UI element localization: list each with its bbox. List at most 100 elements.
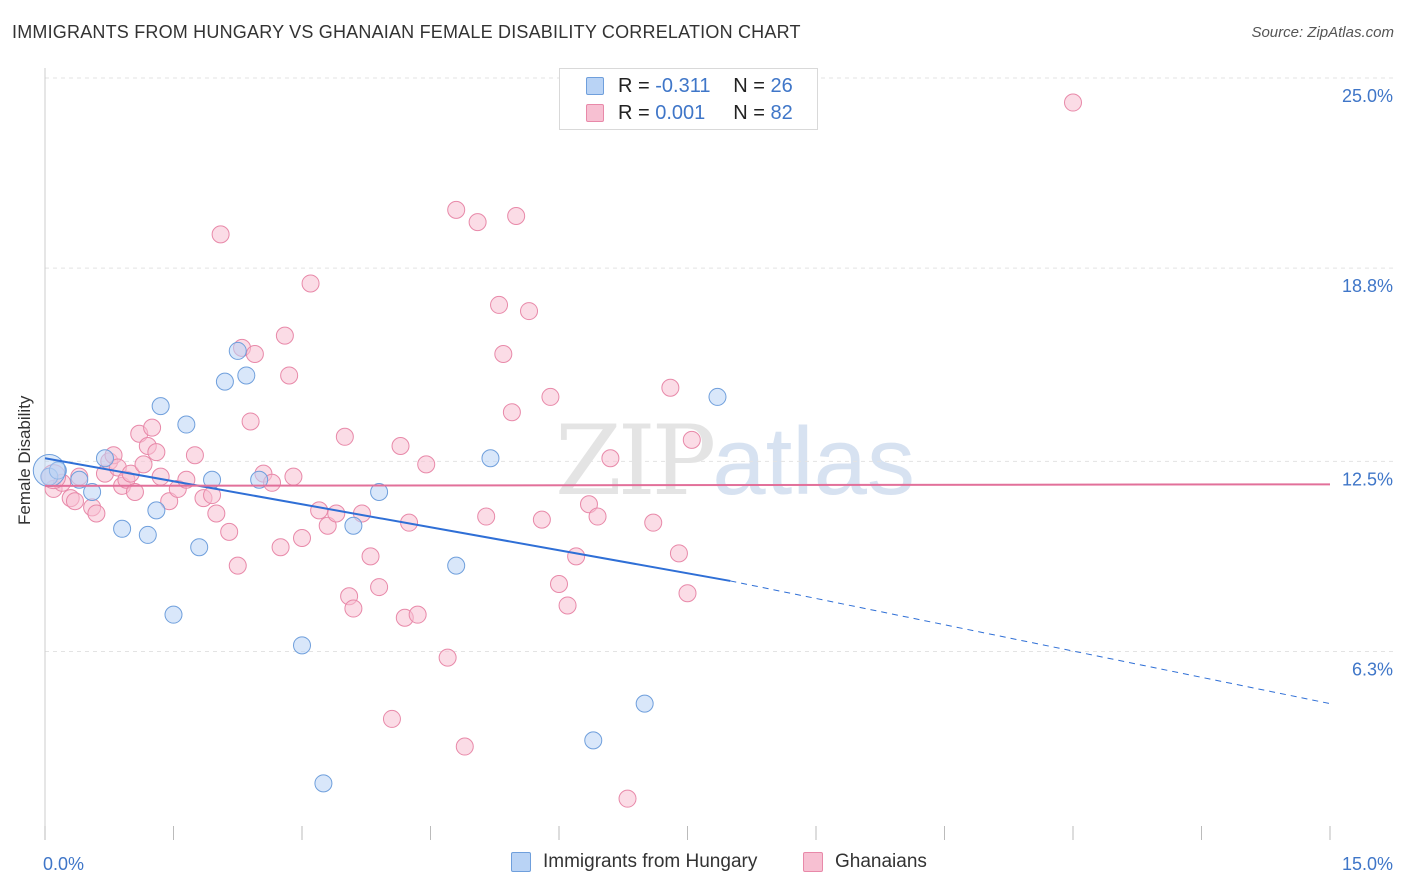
ghanaians-point bbox=[318, 516, 337, 535]
ghanaians-point bbox=[541, 387, 560, 406]
ghanaians-point bbox=[1064, 93, 1082, 112]
chart-title: IMMIGRANTS FROM HUNGARY VS GHANAIAN FEMA… bbox=[12, 22, 801, 42]
n-label: N = bbox=[733, 74, 765, 97]
y-tick-label: 18.8% bbox=[1342, 276, 1393, 296]
ghanaians-point bbox=[280, 366, 299, 385]
ghanaians-point bbox=[293, 529, 311, 547]
y-tick-label: 25.0% bbox=[1342, 86, 1393, 106]
ghanaians-point bbox=[147, 443, 166, 462]
ghanaians-point bbox=[550, 575, 568, 593]
n-value: 26 bbox=[770, 74, 793, 97]
ghanaians-point bbox=[678, 584, 697, 603]
ghanaians-point bbox=[160, 492, 179, 511]
series-legend: Immigrants from Hungary Ghanaians bbox=[0, 851, 1406, 879]
correlation-legend: R = -0.311 N = 26 R = 0.001 N = 82 bbox=[559, 68, 818, 130]
r-value: 0.001 bbox=[655, 101, 706, 124]
ghanaians-point bbox=[682, 430, 701, 449]
hungary-point bbox=[237, 366, 256, 385]
x-tick-label: 0.0% bbox=[43, 854, 84, 874]
ghanaians-point bbox=[391, 437, 410, 455]
r-value: -0.311 bbox=[655, 74, 711, 97]
n-value: 82 bbox=[770, 101, 793, 124]
legend-label: Ghanaians bbox=[835, 851, 927, 872]
ghanaians-point bbox=[567, 547, 586, 566]
ghanaians-point bbox=[579, 495, 598, 514]
ghanaians-point bbox=[438, 648, 457, 667]
hungary-point bbox=[447, 556, 466, 575]
ghanaians-point bbox=[211, 225, 230, 244]
ghanaians-point bbox=[370, 578, 389, 597]
y-tick-label: 12.5% bbox=[1342, 469, 1393, 489]
grid-lines bbox=[45, 77, 1394, 652]
trend-lines bbox=[44, 457, 1331, 705]
ghanaians-point bbox=[143, 418, 162, 437]
ghanaians-point bbox=[468, 213, 487, 232]
hungary-point bbox=[83, 483, 102, 501]
r-label: R = bbox=[618, 74, 650, 97]
hungary-swatch bbox=[586, 77, 604, 95]
ghanaians-point bbox=[361, 547, 380, 566]
y-tick-label: 6.3% bbox=[1352, 659, 1393, 679]
ghanaians-point bbox=[335, 427, 354, 446]
x-tick-label: 15.0% bbox=[1342, 854, 1393, 874]
tick-labels: 6.3% 12.5% 18.8% 25.0% 0.0% 15.0% bbox=[43, 86, 1393, 874]
ghanaians-swatch bbox=[586, 104, 604, 122]
legend-row-ghanaians: R = 0.001 N = 82 bbox=[586, 100, 793, 126]
hungary-point bbox=[215, 372, 234, 391]
hungary-point bbox=[314, 774, 333, 793]
ghanaians-point bbox=[507, 207, 526, 225]
hungary-point bbox=[344, 516, 363, 535]
ghanaians-point bbox=[245, 345, 264, 363]
ghanaians-point bbox=[520, 302, 539, 321]
ghanaians-point bbox=[532, 510, 551, 529]
ghanaians-point bbox=[382, 709, 401, 728]
legend-row-hungary: R = -0.311 N = 26 bbox=[586, 73, 793, 99]
ghanaians-point bbox=[447, 200, 466, 219]
ghanaians-point bbox=[644, 513, 663, 532]
hungary-point bbox=[250, 470, 269, 489]
ghanaians-point bbox=[601, 449, 620, 468]
ghanaians-point bbox=[618, 789, 637, 808]
ghanaians-point bbox=[271, 538, 290, 557]
watermark: ZIPatlas bbox=[555, 405, 915, 517]
ghanaians-point bbox=[477, 507, 496, 526]
ghanaians-point bbox=[275, 326, 294, 345]
ghanaians-point bbox=[125, 483, 144, 501]
ghanaians-point bbox=[417, 455, 436, 474]
hungary-point bbox=[190, 538, 209, 557]
ghanaians-swatch bbox=[803, 852, 823, 872]
ghanaians-point bbox=[284, 467, 303, 486]
ghanaians-point bbox=[344, 599, 363, 618]
ghanaians-point bbox=[661, 378, 680, 397]
hungary-point bbox=[635, 694, 654, 713]
hungary-points bbox=[32, 341, 727, 793]
ghanaians-point bbox=[65, 492, 84, 511]
hungary-point bbox=[151, 397, 170, 416]
hungary-swatch bbox=[511, 852, 531, 872]
ghanaians-point bbox=[87, 504, 106, 523]
ghanaians-point bbox=[494, 345, 513, 363]
legend-item-hungary[interactable]: Immigrants from Hungary bbox=[511, 851, 757, 873]
ghanaians-point bbox=[588, 507, 607, 526]
hungary-point bbox=[293, 636, 311, 655]
ghanaians-point bbox=[408, 605, 427, 624]
ghanaians-point bbox=[455, 737, 474, 756]
hungary-point bbox=[48, 461, 67, 480]
ghanaians-point bbox=[490, 295, 509, 314]
hungary-point bbox=[584, 731, 603, 750]
hungary-point bbox=[113, 519, 132, 538]
hungary-point bbox=[95, 449, 114, 468]
ghanaians-point bbox=[327, 504, 346, 523]
legend-item-ghanaians[interactable]: Ghanaians bbox=[803, 851, 927, 873]
source-credit: Source: ZipAtlas.com bbox=[1251, 24, 1394, 41]
ghanaians-point bbox=[134, 455, 153, 474]
hungary-point bbox=[481, 449, 500, 468]
hungary-point bbox=[70, 470, 89, 489]
ghanaians-point bbox=[502, 403, 521, 422]
hungary-point bbox=[228, 341, 247, 360]
ghanaians-point bbox=[185, 446, 204, 465]
ghanaians-point bbox=[207, 504, 226, 523]
axes bbox=[44, 68, 1331, 840]
hungary-point bbox=[708, 387, 727, 406]
